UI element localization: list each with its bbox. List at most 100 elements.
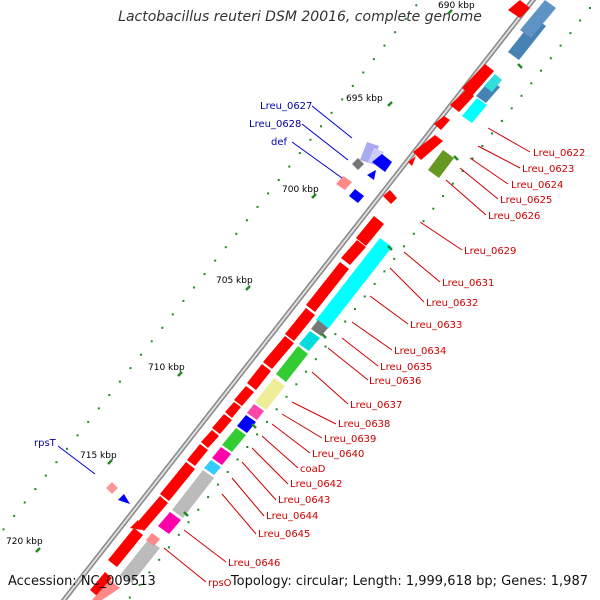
feature-block-khaki[interactable] (255, 378, 285, 410)
guide-dot (540, 69, 542, 72)
cds-arrow[interactable] (408, 156, 416, 166)
guide-dot (372, 58, 375, 61)
feature-block-pink[interactable] (336, 176, 352, 190)
guide-dot (55, 461, 58, 464)
cds-arrow[interactable] (247, 364, 271, 390)
guide-dot (510, 107, 513, 110)
cds-arrow-reverse[interactable] (118, 494, 130, 504)
tick-label: 695 kbp (346, 94, 383, 104)
feature-block-gray[interactable] (120, 540, 160, 583)
gene-label[interactable]: Lreu_0626 (488, 211, 540, 222)
feature-block-lavender[interactable] (368, 148, 384, 166)
gene-label[interactable]: Lreu_0643 (278, 495, 330, 506)
cds-arrow[interactable] (356, 216, 384, 246)
feature-block-steel[interactable] (520, 0, 556, 38)
guide-dot (214, 259, 217, 262)
feature-block-green[interactable] (222, 428, 246, 452)
gene-label[interactable]: Lreu_0624 (511, 180, 563, 191)
feature-block-olive[interactable] (428, 150, 454, 178)
gene-label[interactable]: Lreu_0622 (533, 148, 585, 159)
gene-label[interactable]: Lreu_0625 (500, 195, 552, 206)
cds-arrow[interactable] (450, 90, 474, 112)
gene-label[interactable]: Lreu_0628 (249, 119, 301, 130)
cds-arrow[interactable] (201, 430, 219, 448)
gene-label[interactable]: Lreu_0642 (290, 479, 342, 490)
gene-label[interactable]: Lreu_0639 (324, 434, 376, 445)
feature-block-magenta[interactable] (247, 404, 264, 420)
cds-arrow[interactable] (434, 116, 450, 130)
guide-dot (383, 44, 386, 47)
feature-block-gray[interactable] (172, 470, 214, 518)
cds-arrow[interactable] (413, 135, 443, 160)
cds-arrow[interactable] (130, 520, 142, 530)
guide-dot (520, 94, 523, 97)
gene-label[interactable]: Lreu_0635 (380, 362, 432, 373)
guide-dot (226, 471, 229, 473)
feature-block-magenta[interactable] (158, 512, 181, 534)
gene-label[interactable]: Lreu_0634 (394, 346, 446, 357)
guide-dot (256, 205, 259, 208)
tick-label: 705 kbp (216, 276, 253, 286)
cds-arrow[interactable] (234, 386, 254, 406)
gene-label[interactable]: Lreu_0631 (442, 278, 494, 289)
cds-arrow-reverse[interactable] (372, 154, 392, 172)
feature-block-green[interactable] (276, 346, 308, 382)
gene-label[interactable]: coaD (300, 464, 326, 475)
cds-arrow[interactable] (383, 190, 397, 204)
guide-dot (207, 496, 210, 499)
gene-label[interactable]: def (271, 137, 288, 148)
cds-arrow[interactable] (160, 462, 195, 501)
feature-block-cyan[interactable] (462, 98, 487, 123)
guide-dot (314, 358, 317, 361)
guide-dot (224, 246, 227, 249)
gene-label[interactable]: rpsT (34, 438, 57, 449)
guide-dot (158, 558, 161, 561)
gene-label[interactable]: Lreu_0629 (464, 246, 516, 257)
gene-label[interactable]: Lreu_0644 (266, 511, 318, 522)
cds-arrow[interactable] (225, 402, 241, 418)
feature-block-pink[interactable] (92, 580, 120, 600)
gene-label[interactable]: Lreu_0627 (260, 101, 312, 112)
gene-label[interactable]: Lreu_0645 (258, 529, 310, 540)
guide-dot (108, 394, 111, 396)
cds-arrow-reverse[interactable] (349, 189, 364, 203)
gene-label[interactable]: Lreu_0638 (338, 419, 390, 430)
gene-label[interactable]: Lreu_0640 (312, 449, 364, 460)
cds-arrow[interactable] (285, 308, 315, 341)
cds-arrow[interactable] (306, 262, 349, 312)
cds-arrow[interactable] (212, 414, 232, 434)
feature-block-gray[interactable] (352, 158, 364, 170)
cds-arrow[interactable] (341, 240, 366, 265)
gene-label[interactable]: Lreu_0623 (522, 164, 574, 175)
feature-block-pink[interactable] (146, 533, 160, 546)
feature-block-cyan[interactable] (316, 238, 392, 329)
gene-label[interactable]: Lreu_0636 (369, 376, 421, 387)
cds-arrow[interactable] (90, 572, 112, 596)
feature-block-pink[interactable] (106, 482, 118, 494)
gene-label[interactable]: Lreu_0646 (228, 558, 280, 569)
feature-block-cyan[interactable] (204, 460, 221, 475)
gene-label[interactable]: Lreu_0637 (350, 400, 402, 411)
feature-block-blue[interactable] (237, 415, 256, 433)
feature-block-gray[interactable] (311, 320, 328, 336)
cds-arrow[interactable] (263, 336, 294, 369)
tick-label: 715 kbp (80, 451, 117, 461)
feature-block-cyan[interactable] (484, 74, 502, 92)
gene-label[interactable]: Lreu_0632 (426, 298, 478, 309)
guide-dot (197, 508, 200, 511)
feature-block-lavender[interactable] (360, 142, 379, 164)
guide-dot (324, 345, 327, 348)
cds-arrow[interactable] (136, 496, 168, 531)
feature-block-magenta[interactable] (212, 447, 231, 465)
cds-arrow[interactable] (462, 64, 494, 96)
gene-label[interactable]: rpsO (208, 578, 232, 589)
cds-arrow[interactable] (508, 0, 530, 18)
cds-arrow[interactable] (108, 528, 143, 567)
guide-dot (140, 353, 143, 356)
feature-block-cyan[interactable] (299, 331, 320, 351)
cds-arrow-reverse[interactable] (367, 170, 376, 180)
guide-dot (500, 119, 503, 122)
guide-dot (203, 273, 206, 276)
gene-label[interactable]: Lreu_0633 (410, 320, 462, 331)
cds-arrow[interactable] (187, 444, 208, 466)
